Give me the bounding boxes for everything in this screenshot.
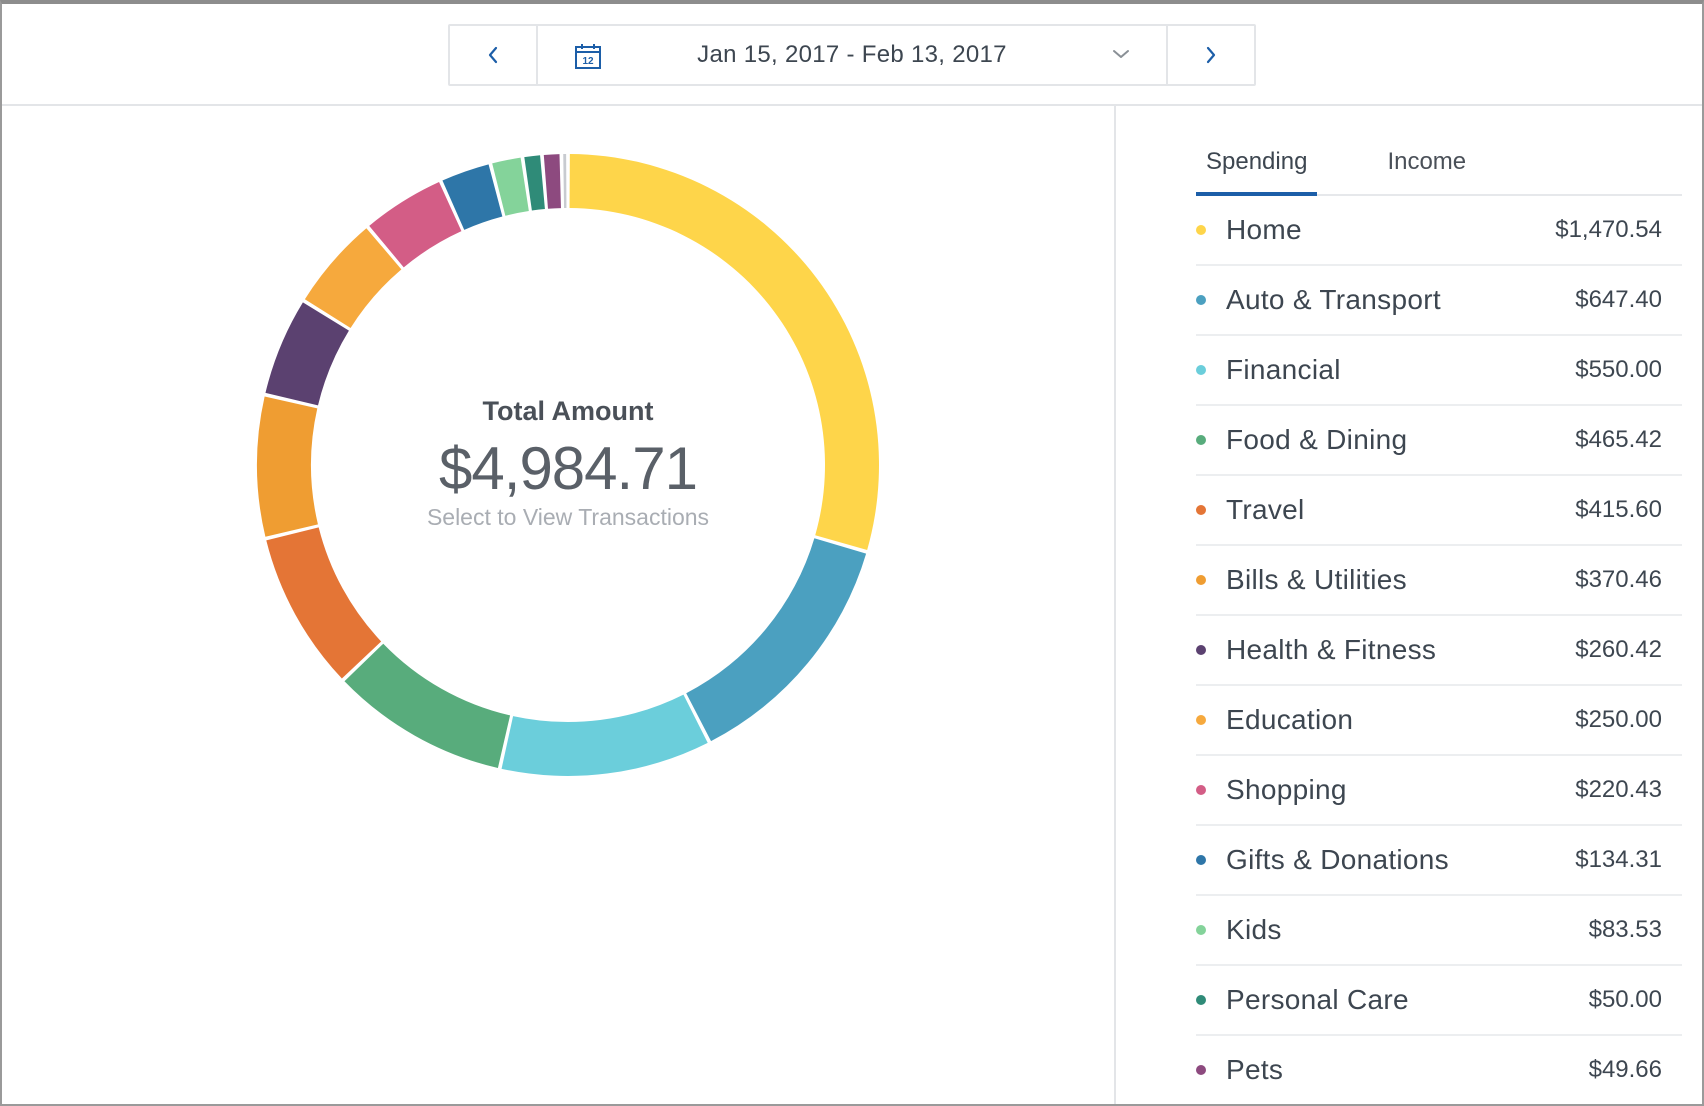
total-amount-label: Total Amount bbox=[482, 396, 654, 426]
date-range-navigator: 12 Jan 15, 2017 - Feb 13, 2017 bbox=[448, 24, 1256, 86]
category-amount: $370.46 bbox=[1575, 566, 1662, 593]
donut-slice[interactable] bbox=[569, 154, 879, 550]
category-amount: $1,470.54 bbox=[1555, 216, 1662, 243]
category-name: Gifts & Donations bbox=[1226, 844, 1449, 875]
category-color-dot bbox=[1196, 715, 1206, 725]
calendar-icon: 12 bbox=[575, 44, 601, 69]
date-range-dropdown[interactable]: 12 Jan 15, 2017 - Feb 13, 2017 bbox=[538, 26, 1166, 84]
category-name: Food & Dining bbox=[1226, 424, 1408, 455]
spending-income-tabs: Spending Income bbox=[1196, 140, 1682, 196]
category-row[interactable]: Auto & Transport $647.40 bbox=[1196, 266, 1682, 336]
category-amount: $50.00 bbox=[1588, 986, 1662, 1013]
category-name: Education bbox=[1226, 704, 1354, 735]
chevron-left-icon bbox=[488, 46, 498, 64]
category-row[interactable]: Shopping $220.43 bbox=[1196, 756, 1682, 826]
date-range-label: Jan 15, 2017 - Feb 13, 2017 bbox=[697, 41, 1007, 68]
donut-slice[interactable] bbox=[369, 181, 462, 268]
category-color-dot bbox=[1196, 225, 1206, 235]
category-row[interactable]: Financial $550.00 bbox=[1196, 336, 1682, 406]
chevron-down-icon bbox=[1113, 50, 1129, 58]
donut-slice[interactable] bbox=[501, 694, 708, 776]
category-row[interactable]: Bills & Utilities $370.46 bbox=[1196, 546, 1682, 616]
category-amount: $83.53 bbox=[1588, 916, 1662, 943]
category-color-dot bbox=[1196, 925, 1206, 935]
next-period-button[interactable] bbox=[1166, 26, 1254, 84]
donut-slice[interactable] bbox=[265, 302, 349, 406]
category-color-dot bbox=[1196, 295, 1206, 305]
total-amount-value: $4,984.71 bbox=[439, 435, 698, 502]
category-amount: $260.42 bbox=[1575, 636, 1662, 663]
category-name: Bills & Utilities bbox=[1226, 564, 1407, 595]
tab-income[interactable]: Income bbox=[1387, 148, 1467, 175]
tab-spending[interactable]: Spending bbox=[1196, 140, 1318, 196]
donut-slice[interactable] bbox=[304, 228, 402, 328]
category-name: Home bbox=[1226, 214, 1302, 245]
chevron-right-icon bbox=[1206, 46, 1216, 64]
category-row[interactable]: Personal Care $50.00 bbox=[1196, 966, 1682, 1036]
category-row[interactable]: Pets $49.66 bbox=[1196, 1036, 1682, 1106]
category-row[interactable]: Travel $415.60 bbox=[1196, 476, 1682, 546]
header-divider bbox=[2, 104, 1702, 106]
category-amount: $49.66 bbox=[1588, 1056, 1662, 1083]
category-name: Auto & Transport bbox=[1226, 284, 1441, 315]
donut-slice[interactable] bbox=[266, 527, 382, 679]
category-list: Home $1,470.54 Auto & Transport $647.40 Fina… bbox=[1196, 196, 1682, 1106]
category-color-dot bbox=[1196, 435, 1206, 445]
category-name: Kids bbox=[1226, 914, 1282, 945]
panel-divider bbox=[1114, 106, 1116, 1106]
donut-slice[interactable] bbox=[524, 155, 545, 211]
donut-svg bbox=[257, 154, 879, 776]
donut-slice[interactable] bbox=[257, 396, 318, 537]
donut-slice[interactable] bbox=[543, 154, 561, 209]
category-name: Pets bbox=[1226, 1054, 1284, 1085]
category-color-dot bbox=[1196, 785, 1206, 795]
category-color-dot bbox=[1196, 365, 1206, 375]
category-row[interactable]: Kids $83.53 bbox=[1196, 896, 1682, 966]
category-row[interactable]: Home $1,470.54 bbox=[1196, 196, 1682, 266]
donut-slice[interactable] bbox=[442, 164, 503, 230]
category-name: Health & Fitness bbox=[1226, 634, 1437, 665]
category-row[interactable]: Food & Dining $465.42 bbox=[1196, 406, 1682, 476]
view-transactions-link[interactable]: Select to View Transactions bbox=[426, 504, 710, 530]
category-amount: $647.40 bbox=[1575, 286, 1662, 313]
category-name: Travel bbox=[1226, 494, 1305, 525]
donut-slice[interactable] bbox=[686, 538, 867, 742]
category-name: Personal Care bbox=[1226, 984, 1409, 1015]
category-color-dot bbox=[1196, 855, 1206, 865]
category-color-dot bbox=[1196, 575, 1206, 585]
donut-slice[interactable] bbox=[563, 154, 567, 209]
category-amount: $134.31 bbox=[1575, 846, 1662, 873]
calendar-day-label: 12 bbox=[582, 56, 594, 67]
donut-slice[interactable] bbox=[492, 157, 529, 216]
category-row[interactable]: Education $250.00 bbox=[1196, 686, 1682, 756]
category-color-dot bbox=[1196, 645, 1206, 655]
category-amount: $465.42 bbox=[1575, 426, 1662, 453]
category-name: Financial bbox=[1226, 354, 1341, 385]
category-row[interactable]: Health & Fitness $260.42 bbox=[1196, 616, 1682, 686]
category-name: Shopping bbox=[1226, 774, 1347, 805]
category-amount: $220.43 bbox=[1575, 776, 1662, 803]
previous-period-button[interactable] bbox=[450, 26, 538, 84]
category-amount: $550.00 bbox=[1575, 356, 1662, 383]
category-color-dot bbox=[1196, 995, 1206, 1005]
category-amount: $250.00 bbox=[1575, 706, 1662, 733]
donut-slice[interactable] bbox=[344, 643, 511, 768]
category-amount: $415.60 bbox=[1575, 496, 1662, 523]
category-color-dot bbox=[1196, 1065, 1206, 1075]
category-row[interactable]: Gifts & Donations $134.31 bbox=[1196, 826, 1682, 896]
spending-donut-chart: Total Amount $4,984.71 Select to View Tr… bbox=[253, 150, 883, 780]
category-color-dot bbox=[1196, 505, 1206, 515]
